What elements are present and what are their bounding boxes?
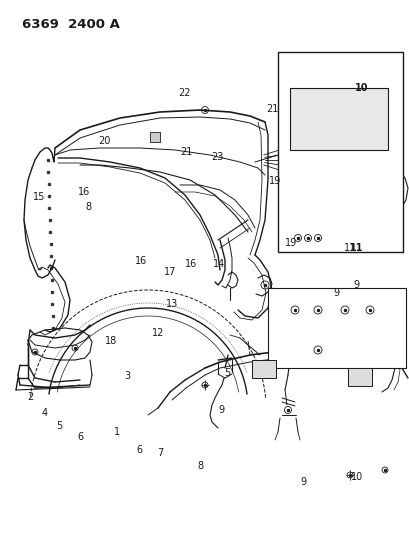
Text: 11: 11	[349, 243, 363, 253]
Text: 2: 2	[27, 392, 34, 402]
Bar	[289, 88, 387, 150]
Text: 9: 9	[218, 406, 224, 415]
Text: 7: 7	[156, 448, 163, 458]
Text: 8: 8	[198, 462, 203, 471]
Text: 15: 15	[33, 192, 45, 202]
Text: 3: 3	[124, 371, 130, 381]
Text: 4: 4	[42, 408, 48, 418]
Text: 21: 21	[180, 147, 192, 157]
Text: 9: 9	[333, 288, 338, 298]
Text: 22: 22	[178, 88, 190, 98]
Text: 16: 16	[78, 187, 90, 197]
Text: 21: 21	[266, 104, 278, 114]
Text: 9: 9	[353, 280, 359, 290]
Text: 6: 6	[136, 446, 142, 455]
Text: 9: 9	[300, 478, 306, 487]
Bar	[347, 368, 371, 386]
Text: 23: 23	[211, 152, 223, 162]
Text: 19: 19	[284, 238, 297, 247]
Text: 12: 12	[151, 328, 164, 338]
Text: 20: 20	[98, 136, 110, 146]
Bar	[277, 52, 402, 252]
Text: 8: 8	[85, 202, 91, 212]
Text: 16: 16	[184, 259, 196, 269]
Text: 10: 10	[354, 83, 368, 93]
Text: 11: 11	[344, 243, 356, 253]
Text: 6369  2400 A: 6369 2400 A	[22, 18, 119, 31]
Text: 10: 10	[350, 472, 362, 482]
Text: 13: 13	[166, 299, 178, 309]
Text: 16: 16	[135, 256, 147, 266]
Bar	[252, 360, 275, 378]
Text: 19: 19	[268, 176, 280, 186]
Bar	[150, 132, 160, 142]
Text: 18: 18	[104, 336, 117, 346]
Text: 6: 6	[77, 432, 83, 442]
Bar	[267, 288, 405, 368]
Text: 5: 5	[56, 422, 63, 431]
Text: 14: 14	[213, 259, 225, 269]
Text: 5: 5	[224, 368, 230, 378]
Text: 17: 17	[164, 267, 176, 277]
Text: 1: 1	[114, 427, 119, 437]
